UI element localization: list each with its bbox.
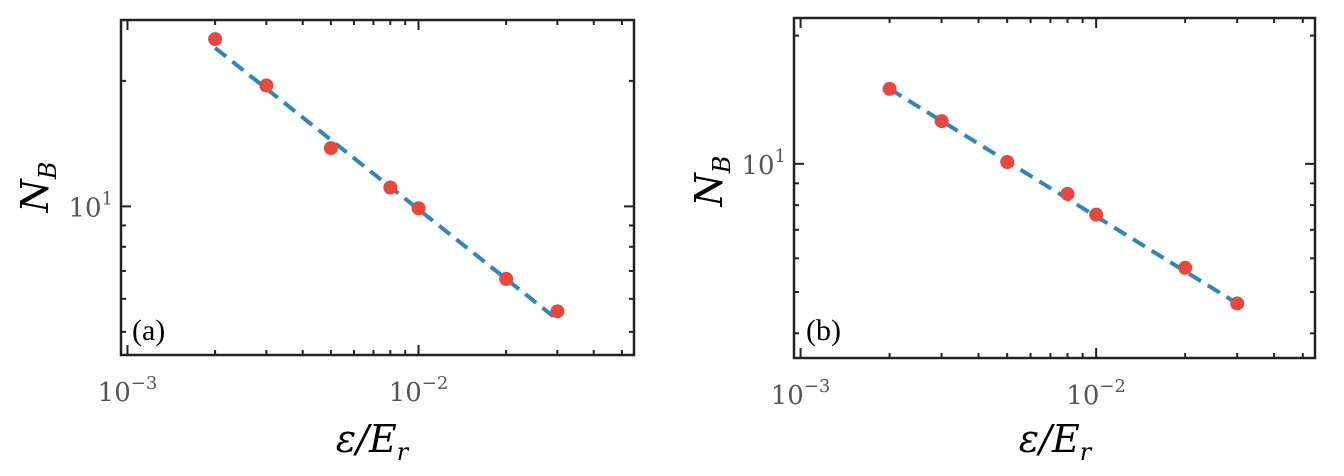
data-point: [208, 32, 223, 47]
x-axis-label: ε/Er: [336, 417, 410, 466]
data-point: [550, 304, 565, 319]
panel-label: (b): [806, 314, 841, 347]
chart-panel-a: 10−3 10−2 101 ε/Er NB (a): [13, 18, 636, 466]
x-tick-label: 10−2: [389, 373, 449, 408]
data-point: [411, 201, 426, 216]
fit-line: [213, 46, 559, 322]
plot-frame: [119, 18, 636, 357]
y-axis-label: NB: [13, 162, 62, 214]
data-point: [1000, 154, 1015, 169]
y-tick-label: 101: [741, 146, 786, 181]
data-point: [383, 180, 398, 195]
chart-panel-b: 10−3 10−2 101 ε/Er NB (b): [687, 16, 1317, 466]
data-point: [259, 78, 274, 93]
plot-frame: [792, 16, 1317, 360]
x-axis-label: ε/Er: [1019, 417, 1093, 466]
data-point: [1230, 296, 1245, 311]
y-axis-label: NB: [687, 156, 736, 208]
data-point: [1060, 186, 1075, 201]
panel-label: (a): [132, 314, 165, 347]
data-point: [882, 81, 897, 96]
y-tick-label: 101: [68, 188, 113, 223]
data-point: [1089, 207, 1104, 222]
data-point: [499, 271, 514, 286]
data-point: [934, 114, 949, 129]
x-tick-label: 10−3: [98, 373, 158, 408]
data-point: [1178, 260, 1193, 275]
data-point: [323, 141, 338, 156]
x-tick-label: 10−3: [771, 376, 831, 411]
x-tick-label: 10−2: [1066, 376, 1126, 411]
